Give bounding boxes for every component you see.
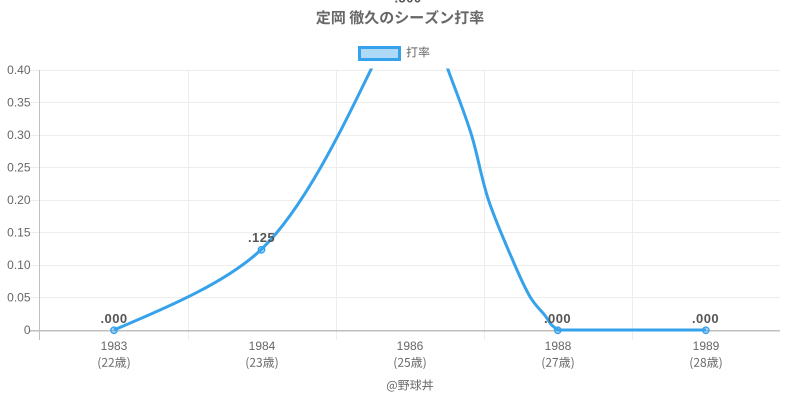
svg-text:0.15: 0.15	[7, 226, 31, 240]
svg-text:.000: .000	[101, 311, 128, 326]
svg-text:.000: .000	[544, 311, 571, 326]
svg-text:.125: .125	[248, 230, 275, 245]
svg-text:0.25: 0.25	[7, 161, 31, 175]
svg-text:0.30: 0.30	[7, 128, 31, 142]
svg-text:.500: .500	[395, 0, 422, 6]
svg-text:0.40: 0.40	[7, 63, 31, 77]
svg-text:1988: 1988	[545, 339, 572, 353]
svg-text:1989: 1989	[693, 339, 720, 353]
svg-text:0.35: 0.35	[7, 96, 31, 110]
svg-text:1983: 1983	[101, 339, 128, 353]
svg-text:.000: .000	[692, 311, 719, 326]
svg-text:0.20: 0.20	[7, 193, 31, 207]
svg-text:0.05: 0.05	[7, 291, 31, 305]
svg-text:1984: 1984	[249, 339, 276, 353]
svg-text:1986: 1986	[397, 339, 424, 353]
svg-text:0: 0	[24, 323, 31, 337]
svg-text:0.10: 0.10	[7, 258, 31, 272]
